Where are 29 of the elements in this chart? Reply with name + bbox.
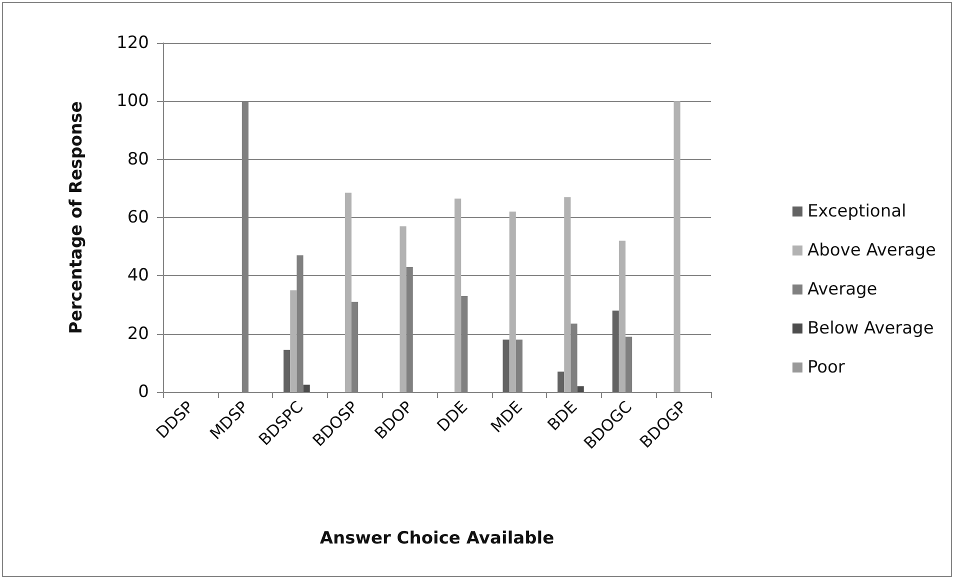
y-tick-label: 0 bbox=[138, 382, 149, 402]
bar bbox=[344, 192, 352, 392]
y-tick-label: 60 bbox=[127, 208, 149, 228]
bar bbox=[290, 290, 297, 392]
y-tick-label: 20 bbox=[127, 324, 149, 344]
y-tick-label: 80 bbox=[127, 149, 149, 170]
bar bbox=[577, 386, 584, 392]
legend-label: Poor bbox=[807, 358, 845, 378]
bar bbox=[516, 340, 522, 392]
bar bbox=[612, 310, 619, 392]
y-tick-label: 40 bbox=[127, 266, 149, 286]
y-tick-label: 100 bbox=[116, 91, 149, 112]
bar bbox=[303, 384, 310, 392]
legend-label: Above Average bbox=[807, 240, 936, 260]
legend-label: Average bbox=[807, 280, 878, 300]
y-axis-title: Percentage of Response bbox=[66, 101, 86, 334]
x-axis-title: Answer Choice Available bbox=[320, 528, 554, 548]
bar bbox=[509, 212, 516, 392]
bar bbox=[502, 340, 510, 392]
bar bbox=[564, 197, 571, 392]
legend-label: Exceptional bbox=[807, 202, 906, 222]
legend-label: Below Average bbox=[807, 318, 934, 338]
bar bbox=[454, 198, 462, 392]
bar bbox=[400, 226, 406, 392]
bar bbox=[618, 240, 626, 392]
bar bbox=[674, 101, 680, 392]
y-tick-label: 120 bbox=[116, 33, 149, 53]
bar bbox=[284, 350, 290, 392]
bar bbox=[558, 372, 564, 392]
